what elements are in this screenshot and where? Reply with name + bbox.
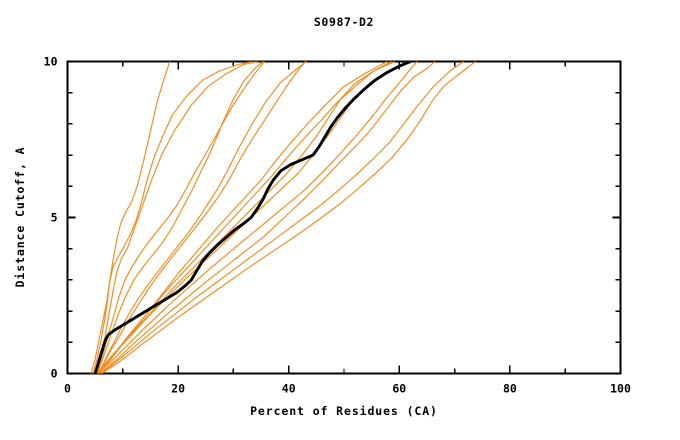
predictor-curve (98, 61, 436, 374)
predictor-curve (100, 61, 465, 374)
predictor-curve (92, 61, 254, 374)
y-tick-label: 5 (51, 211, 58, 225)
axis-labels: 0 20 40 60 80 100 0 5 10 (44, 55, 631, 396)
x-tick-label: 40 (282, 382, 296, 396)
chart-title: S0987-D2 (314, 15, 374, 29)
y-tick-label: 0 (51, 367, 58, 381)
target-curve (93, 61, 412, 374)
predictor-curve (97, 61, 306, 374)
x-tick-label: 60 (392, 382, 406, 396)
x-tick-label: 80 (503, 382, 517, 396)
predictor-curve (90, 61, 171, 374)
predictor-curve (101, 61, 477, 374)
predictor-curve (96, 61, 393, 374)
predictor-curve (93, 61, 259, 374)
x-tick-label: 100 (610, 382, 631, 396)
x-tick-label: 20 (171, 382, 185, 396)
predictor-curve (95, 61, 265, 374)
predictor-curve (96, 61, 264, 374)
predictor-curve (96, 61, 418, 374)
x-axis-title: Percent of Residues (CA) (250, 404, 438, 418)
y-tick-label: 10 (44, 55, 58, 69)
y-axis-title: Distance Cutoff, A (13, 147, 27, 288)
curves-layer (90, 61, 477, 374)
x-tick-label: 0 (64, 382, 71, 396)
axis-ticks (66, 60, 622, 375)
predictor-curve (97, 61, 396, 374)
